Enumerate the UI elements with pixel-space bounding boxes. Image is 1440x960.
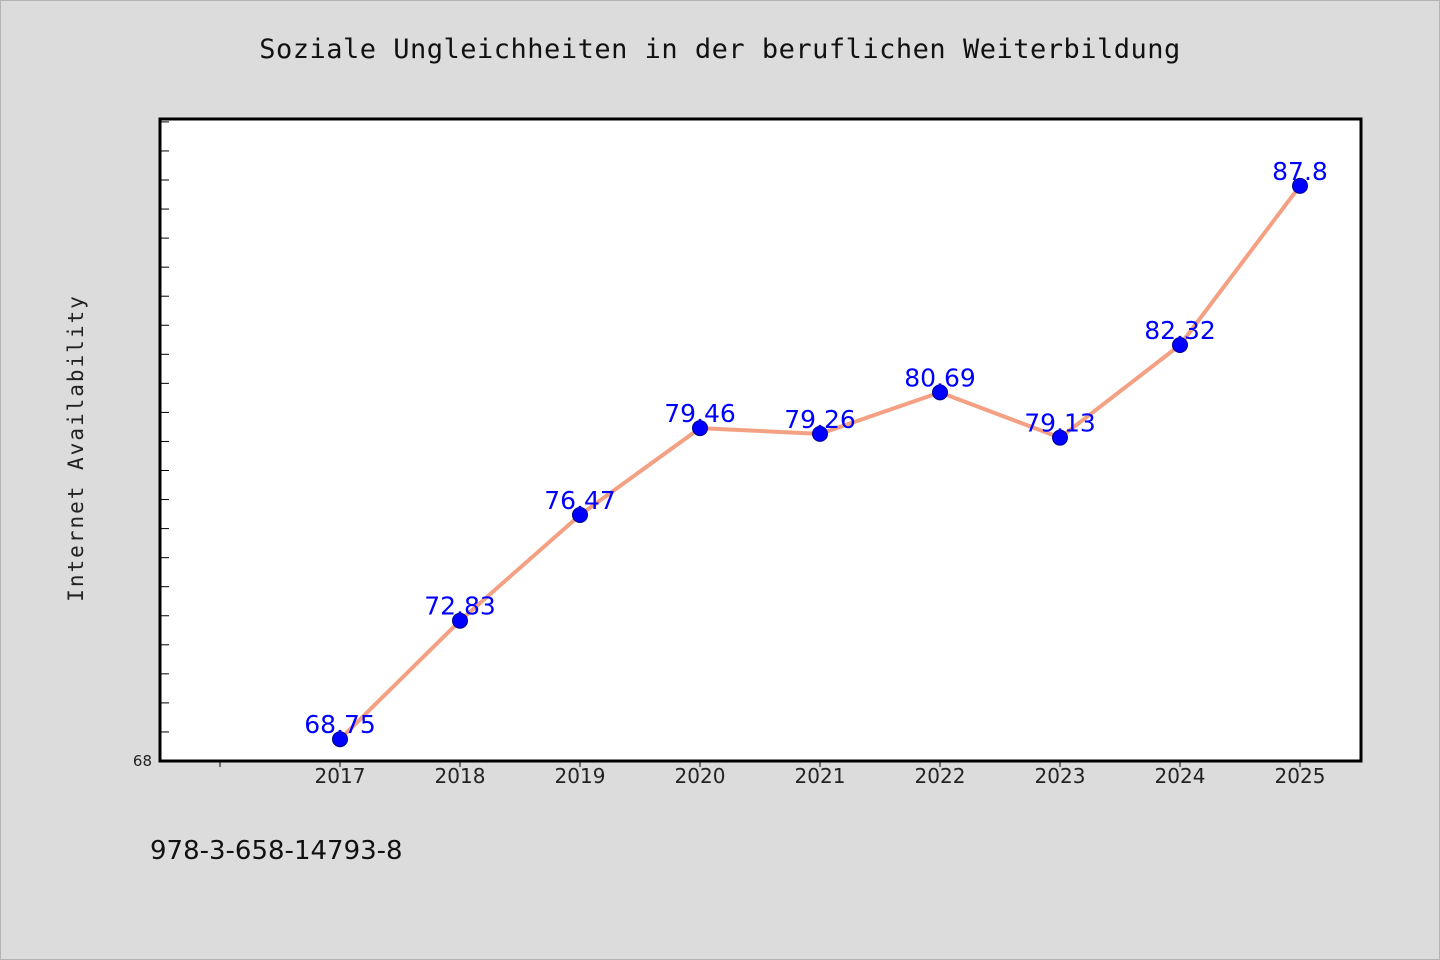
plot-area (158, 117, 1363, 763)
x-axis-tick-labels: 2017 2018 2019 2020 2021 2022 2023 2024 2025 (315, 764, 1326, 788)
data-point (452, 612, 468, 629)
chart-title: Soziale Ungleichheiten in der berufliche… (259, 34, 1181, 65)
data-point (1052, 429, 1068, 446)
x-tick-label: 2025 (1275, 764, 1326, 788)
data-label: 82.32 (1144, 316, 1216, 345)
data-label: 76.47 (544, 486, 616, 515)
data-labels: 68.75 72.83 76.47 79.46 79.26 80.69 79.13 82.32… (304, 157, 1328, 739)
data-label: 79.13 (1024, 409, 1096, 438)
x-axis-ticks (219, 761, 1301, 767)
x-tick-label: 2022 (915, 764, 966, 788)
data-markers (332, 177, 1308, 748)
data-point (1172, 337, 1188, 354)
x-tick-label: 2023 (1035, 764, 1086, 788)
x-tick-label: 2018 (435, 764, 486, 788)
x-tick-label: 2020 (675, 764, 726, 788)
data-point (332, 731, 348, 748)
data-label: 72.83 (424, 592, 496, 621)
data-label: 79.46 (664, 399, 736, 428)
y-tick-label-min: 68 (133, 752, 152, 770)
x-tick-label: 2017 (315, 764, 366, 788)
data-label: 80.69 (904, 363, 976, 392)
y-axis-ticks (160, 121, 169, 733)
data-point (932, 384, 948, 401)
x-tick-label: 2019 (555, 764, 606, 788)
data-label: 68.75 (304, 710, 376, 739)
x-tick-label: 2024 (1155, 764, 1206, 788)
x-tick-label: 2021 (795, 764, 846, 788)
data-label: 87.8 (1272, 157, 1328, 186)
data-point (812, 425, 828, 442)
data-label: 79.26 (784, 405, 856, 434)
data-point (1292, 177, 1308, 194)
data-point (692, 420, 708, 437)
data-point (572, 506, 588, 523)
footer-isbn: 978-3-658-14793-8 (150, 836, 403, 866)
